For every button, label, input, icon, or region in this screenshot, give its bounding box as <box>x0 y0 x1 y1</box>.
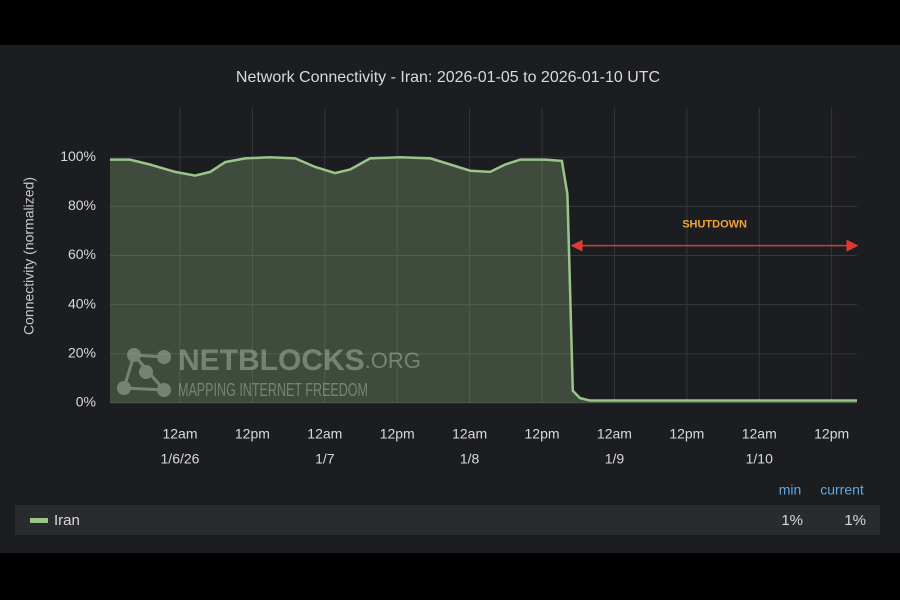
x-tick-label: 12pm <box>235 426 270 442</box>
annotation-text: SHUTDOWN <box>682 219 747 231</box>
line <box>110 155 857 402</box>
x-tick-label: 12pm <box>525 426 560 442</box>
x-tick-label: 12am <box>452 426 487 442</box>
watermark-tagline: MAPPING INTERNET FREEDOM <box>178 380 368 400</box>
watermark-suffix: .ORG <box>365 348 421 373</box>
chart-title: Network Connectivity - Iran: 2026-01-05 … <box>236 69 660 86</box>
x-tick-date: 1/10 <box>746 451 773 467</box>
y-tick-label: 100% <box>60 148 96 164</box>
y-tick-label: 60% <box>68 246 96 262</box>
watermark-name: NETBLOCKS <box>178 344 365 377</box>
legend-row <box>15 505 880 535</box>
x-tick-date: 1/9 <box>605 451 625 467</box>
y-axis-label: Connectivity (normalized) <box>21 177 37 335</box>
y-tick-label: 0% <box>76 394 96 410</box>
y-tick-label: 80% <box>68 197 96 213</box>
watermark-node <box>157 383 171 397</box>
x-tick-label: 12pm <box>814 426 849 442</box>
x-tick-date: 1/7 <box>315 451 335 467</box>
x-tick-label: 12pm <box>669 426 704 442</box>
panel <box>0 45 900 553</box>
y-tick-label: 20% <box>68 345 96 361</box>
area-fill <box>110 157 857 403</box>
legend-swatch <box>30 518 48 523</box>
x-tick-label: 12am <box>742 426 777 442</box>
legend-column-header: min <box>779 482 802 498</box>
watermark-text: NETBLOCKS.ORG <box>178 344 421 377</box>
legend-stat: 1% <box>844 512 866 529</box>
legend-label: Iran <box>54 512 80 529</box>
x-tick-date: 1/6/26 <box>161 451 200 467</box>
watermark-links <box>122 353 166 392</box>
y-tick-label: 40% <box>68 295 96 311</box>
watermark-node <box>117 381 131 395</box>
watermark-node <box>157 350 171 364</box>
x-tick-label: 12am <box>597 426 632 442</box>
legend-column-header: current <box>820 482 864 498</box>
x-tick-label: 12pm <box>380 426 415 442</box>
watermark-node <box>127 348 141 362</box>
x-tick-label: 12am <box>307 426 342 442</box>
x-tick-label: 12am <box>162 426 197 442</box>
watermark-node <box>139 365 153 379</box>
x-tick-date: 1/8 <box>460 451 480 467</box>
legend-stat: 1% <box>781 512 803 529</box>
watermark: NETBLOCKS.ORG MAPPING INTERNET FREEDOM <box>117 344 421 400</box>
